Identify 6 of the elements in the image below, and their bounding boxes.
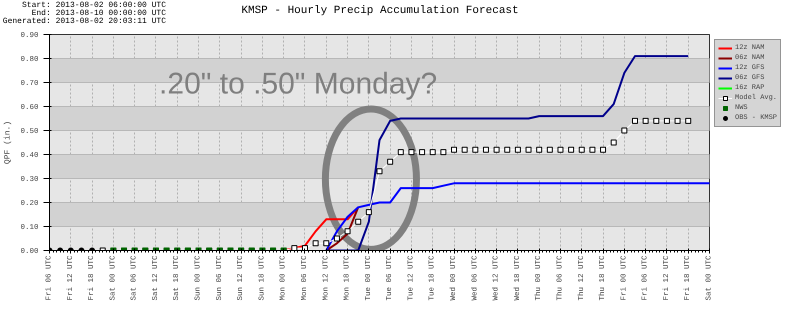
text: Generated: 2013-08-02 20:03:11 UTC bbox=[2, 17, 166, 26]
text: Start: 2013-08-02 06:00:00 UTC bbox=[22, 1, 166, 10]
annotation: .20" to .50" Monday? bbox=[159, 68, 438, 101]
text: End: 2013-08-10 00:00:00 UTC bbox=[32, 9, 166, 18]
y-axis-title: QPF (in.) bbox=[3, 120, 12, 164]
chart-title: KMSP - Hourly Precip Accumulation Forecast bbox=[241, 5, 519, 17]
